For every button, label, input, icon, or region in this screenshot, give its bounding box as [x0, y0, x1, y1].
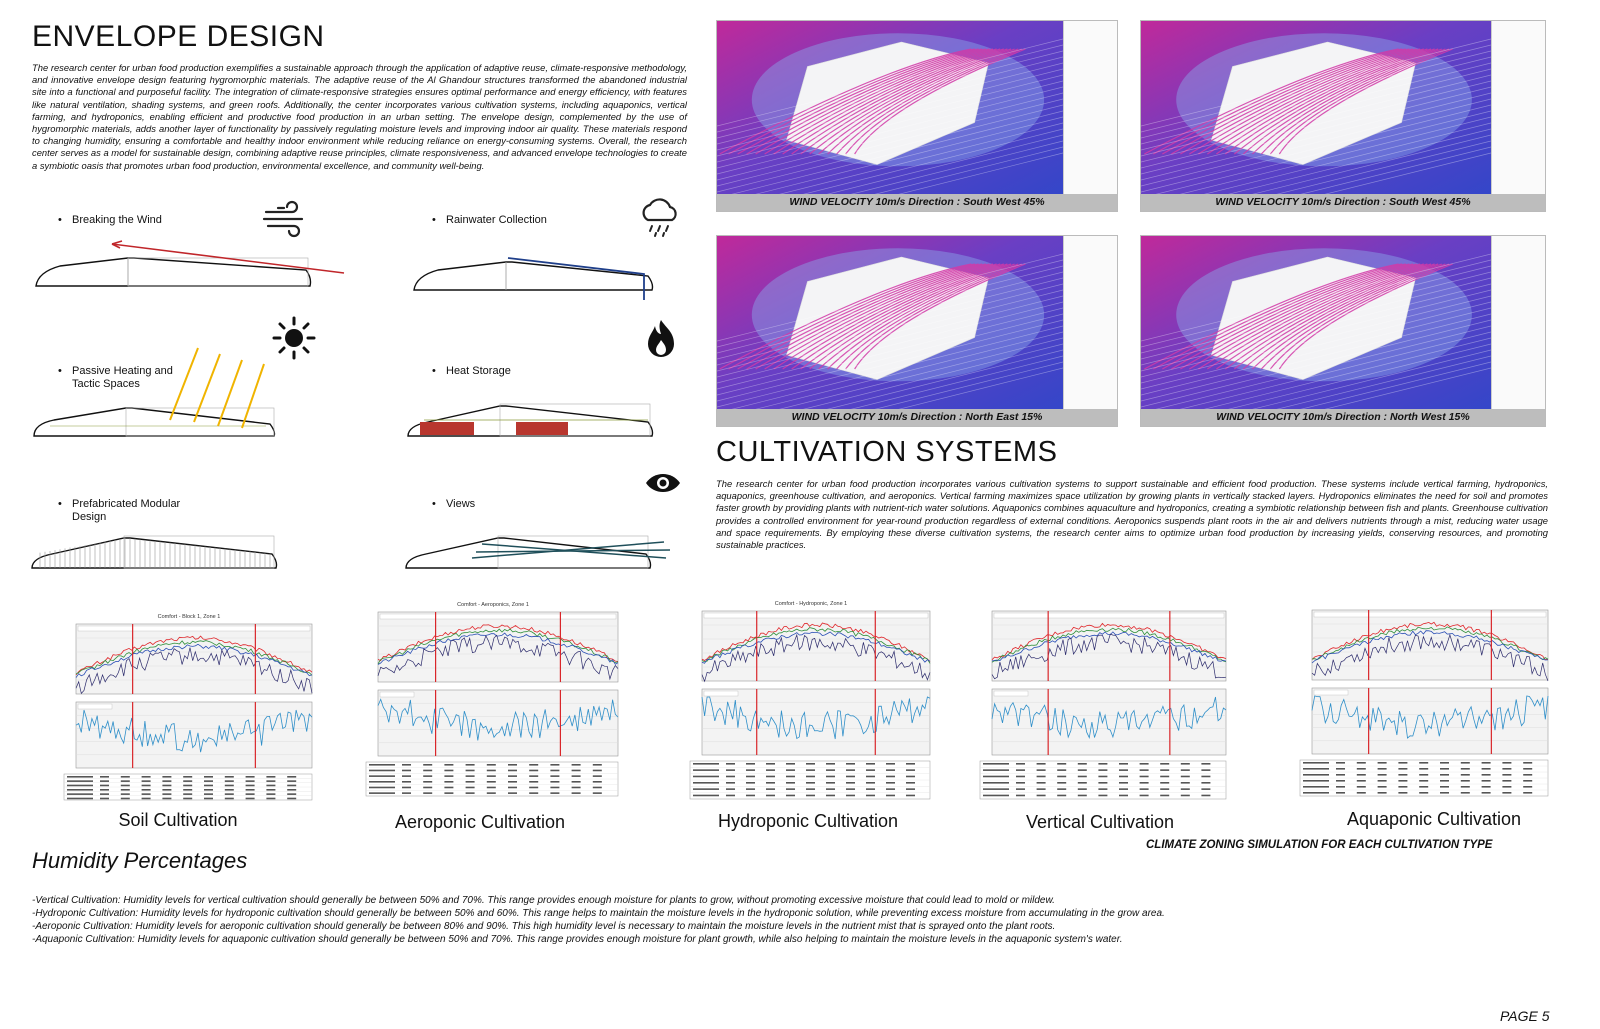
sun-icon: [272, 316, 316, 360]
humidity-title: Humidity Percentages: [32, 848, 248, 873]
envelope-paragraph: The research center for urban food produ…: [32, 62, 687, 171]
simulation-caption: WIND VELOCITY 10m/s Direction : North Ea…: [717, 409, 1117, 426]
chart-label-soil: Soil Cultivation: [118, 810, 238, 830]
wind-icon: [262, 200, 304, 238]
passive-heating-diagram: [33, 347, 276, 437]
wind-simulation-2: WIND VELOCITY 10m/s Direction : South We…: [1140, 20, 1546, 212]
comfort-chart: Comfort - Aeroponics, Zone 1: [365, 602, 619, 797]
climate-zoning-caption: CLIMATE ZONING SIMULATION FOR EACH CULTI…: [1146, 839, 1493, 851]
simulation-caption: WIND VELOCITY 10m/s Direction : South We…: [717, 194, 1117, 211]
humidity-line-aeroponic: -Aeroponic Cultivation: Humidity levels …: [32, 921, 1056, 932]
strategy-heat-storage: • Heat Storage: [432, 365, 511, 377]
strategy-passive-heating: • Passive Heating and Tactic Spaces: [58, 365, 173, 390]
comfort-chart: Comfort - Hydroponic, Zone 1: [689, 601, 931, 800]
simulation-caption: WIND VELOCITY 10m/s Direction : South We…: [1141, 194, 1545, 211]
envelope-title: ENVELOPE DESIGN: [32, 20, 325, 53]
comfort-chart: [979, 610, 1227, 800]
wind-simulation-render: [1141, 236, 1494, 426]
humidity-line-hydroponic: -Hydroponic Cultivation: Humidity levels…: [32, 908, 1165, 919]
chart-label-aquaponic: Aquaponic Cultivation: [1346, 809, 1522, 829]
cultivation-title: CULTIVATION SYSTEMS: [716, 436, 1058, 468]
simulation-controls: [1063, 21, 1117, 194]
strategy-prefabricated: • Prefabricated Modular Design: [58, 498, 181, 523]
strategy-breaking-wind: • Breaking the Wind: [58, 214, 162, 226]
chart-label-vertical: Vertical Cultivation: [1025, 812, 1175, 832]
rain-cloud-icon: [642, 198, 677, 237]
strategy-rainwater: • Rainwater Collection: [432, 214, 547, 226]
chart-label-hydroponic: Hydroponic Cultivation: [717, 811, 899, 831]
simulation-controls: [1491, 236, 1545, 409]
wind-simulation-render: [1141, 21, 1494, 211]
simulation-controls: [1491, 21, 1545, 194]
page-number: PAGE 5: [1500, 1008, 1550, 1024]
chart-title: Comfort - Block 1, Zone 1: [158, 614, 221, 620]
strategy-views: • Views: [432, 498, 476, 510]
comfort-chart: Comfort - Block 1, Zone 1: [63, 614, 313, 801]
views-diagram: [405, 535, 671, 569]
chart-title: Comfort - Hydroponic, Zone 1: [775, 601, 847, 607]
wind-simulation-render: [717, 21, 1066, 211]
wind-simulation-3: WIND VELOCITY 10m/s Direction : North Ea…: [716, 235, 1118, 427]
humidity-line-vertical: -Vertical Cultivation: Humidity levels f…: [32, 895, 1055, 906]
simulation-caption: WIND VELOCITY 10m/s Direction : North We…: [1141, 409, 1545, 426]
chart-label-aeroponic: Aeroponic Cultivation: [394, 812, 566, 832]
wind-simulation-render: [717, 236, 1066, 426]
prefabricated-diagram: [31, 535, 278, 569]
simulation-controls: [1063, 236, 1117, 409]
chart-title: Comfort - Aeroponics, Zone 1: [457, 602, 529, 608]
fire-icon: [648, 320, 674, 357]
wind-diagram: [35, 240, 345, 287]
heat-storage-diagram: [407, 403, 654, 437]
cultivation-paragraph: The research center for urban food produ…: [716, 478, 1548, 551]
eye-icon: [646, 474, 680, 492]
comfort-chart: [1299, 609, 1549, 797]
wind-simulation-1: WIND VELOCITY 10m/s Direction : South We…: [716, 20, 1118, 212]
wind-simulation-4: WIND VELOCITY 10m/s Direction : North We…: [1140, 235, 1546, 427]
humidity-line-aquaponic: -Aquaponic Cultivation: Humidity levels …: [32, 934, 1123, 945]
rainwater-diagram: [413, 257, 654, 300]
